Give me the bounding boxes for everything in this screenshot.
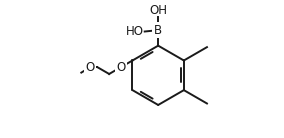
Text: OH: OH — [149, 4, 167, 17]
Text: B: B — [154, 24, 162, 37]
Text: O: O — [85, 61, 95, 74]
Text: O: O — [116, 61, 126, 74]
Text: HO: HO — [126, 25, 144, 38]
